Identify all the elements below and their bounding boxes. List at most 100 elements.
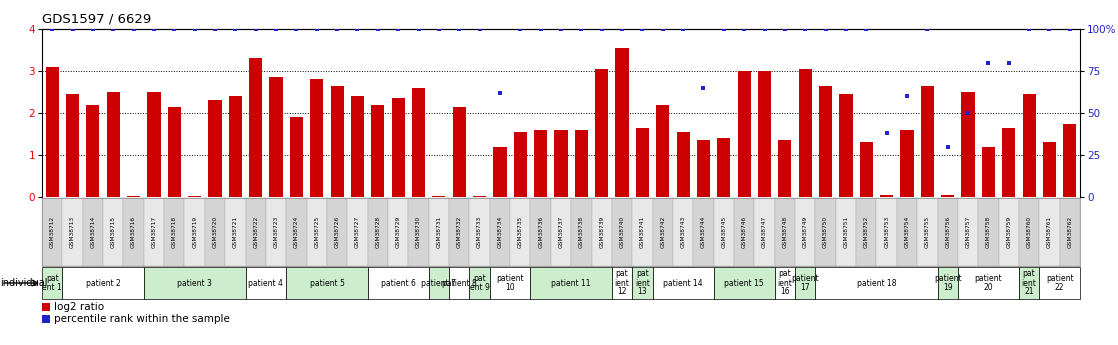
Bar	[368, 198, 388, 266]
Bar	[184, 198, 205, 266]
Text: patient
10: patient 10	[496, 274, 524, 292]
Point	[145, 26, 163, 32]
Bar	[612, 267, 633, 299]
Bar	[470, 267, 490, 299]
Point	[634, 26, 652, 32]
Bar	[63, 267, 144, 299]
Point	[918, 26, 936, 32]
Bar	[490, 198, 510, 266]
Bar	[290, 117, 303, 197]
Text: GSM38748: GSM38748	[783, 216, 787, 248]
Point	[858, 26, 875, 32]
Bar	[735, 198, 755, 266]
Bar	[718, 138, 730, 197]
Bar	[938, 198, 958, 266]
Text: GSM38736: GSM38736	[538, 216, 543, 248]
Text: GSM38727: GSM38727	[356, 216, 360, 248]
Bar	[1018, 267, 1040, 299]
Bar	[856, 198, 877, 266]
Bar	[713, 267, 775, 299]
Bar	[738, 71, 751, 197]
Point	[736, 26, 754, 32]
Bar	[493, 147, 506, 197]
Bar	[269, 77, 283, 197]
Bar	[978, 198, 998, 266]
Bar	[106, 92, 120, 197]
Bar	[46, 67, 59, 197]
Text: individual: individual	[0, 278, 47, 288]
Bar	[795, 267, 815, 299]
Bar	[653, 198, 673, 266]
Bar	[86, 105, 100, 197]
Bar	[449, 198, 470, 266]
Text: GSM38732: GSM38732	[457, 216, 462, 248]
Point	[552, 26, 570, 32]
Bar	[693, 198, 713, 266]
Text: GSM38756: GSM38756	[945, 216, 950, 248]
Bar	[877, 198, 897, 266]
Text: GSM38719: GSM38719	[192, 216, 197, 248]
Point	[491, 90, 509, 96]
Bar	[575, 130, 588, 197]
Point	[816, 26, 834, 32]
Bar	[510, 198, 530, 266]
Text: pat
ient
12: pat ient 12	[615, 269, 629, 296]
Point	[409, 26, 427, 32]
Text: GSM38725: GSM38725	[314, 216, 320, 248]
Bar	[266, 198, 286, 266]
Text: patient
20: patient 20	[975, 274, 1002, 292]
Text: GSM38762: GSM38762	[1068, 216, 1072, 248]
Bar	[83, 198, 103, 266]
Bar	[982, 147, 995, 197]
Bar	[1040, 267, 1080, 299]
Point	[593, 26, 610, 32]
Bar	[795, 198, 815, 266]
Text: patient 3: patient 3	[178, 278, 212, 287]
Point	[389, 26, 407, 32]
Text: GSM38759: GSM38759	[1006, 216, 1012, 248]
Bar	[880, 195, 893, 197]
Bar	[246, 198, 266, 266]
Text: patient 6: patient 6	[381, 278, 416, 287]
Text: pat
ient
16: pat ient 16	[777, 269, 793, 296]
Text: GSM38745: GSM38745	[721, 216, 727, 248]
Point	[714, 26, 732, 32]
Text: patient
19: patient 19	[934, 274, 961, 292]
Bar	[591, 198, 612, 266]
Point	[451, 26, 468, 32]
Point	[837, 26, 855, 32]
Bar	[326, 198, 348, 266]
Bar	[411, 88, 425, 197]
Point	[247, 26, 265, 32]
Text: GSM38717: GSM38717	[151, 216, 157, 248]
Point	[898, 93, 916, 99]
Bar	[530, 267, 612, 299]
Point	[349, 26, 367, 32]
Text: GSM38713: GSM38713	[70, 216, 75, 248]
Bar	[144, 267, 246, 299]
Point	[796, 26, 814, 32]
Bar	[371, 105, 385, 197]
Bar	[123, 198, 144, 266]
Point	[694, 85, 712, 90]
Point	[369, 26, 387, 32]
Bar	[1040, 198, 1060, 266]
Text: GSM38750: GSM38750	[823, 216, 828, 248]
Bar	[656, 105, 670, 197]
Bar	[530, 198, 551, 266]
Text: GDS1597 / 6629: GDS1597 / 6629	[42, 13, 151, 26]
Point	[64, 26, 82, 32]
Text: patient 7: patient 7	[421, 278, 456, 287]
Point	[267, 26, 285, 32]
Text: GSM38729: GSM38729	[396, 216, 400, 248]
Bar	[713, 198, 735, 266]
Bar	[571, 198, 591, 266]
Bar	[836, 198, 856, 266]
Text: GSM38728: GSM38728	[376, 216, 380, 248]
Bar	[1043, 142, 1057, 197]
Bar	[428, 198, 449, 266]
Point	[878, 130, 896, 136]
Point	[104, 26, 122, 32]
Text: GSM38723: GSM38723	[274, 216, 278, 248]
Bar	[551, 198, 571, 266]
